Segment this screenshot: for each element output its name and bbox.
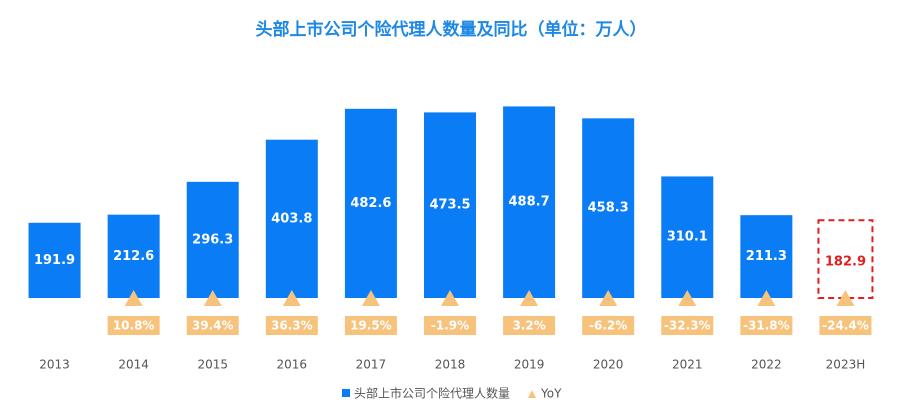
bar-value-label: 212.6 [113,249,154,264]
yoy-marker [203,290,222,306]
yoy-label-box [107,316,160,335]
x-tick-label: 2013 [39,358,70,372]
yoy-marker [520,290,539,306]
bar [186,181,239,298]
yoy-marker [441,290,459,306]
legend-swatch [342,389,350,397]
yoy-label: 19.5% [350,319,392,333]
yoy-label: -6.2% [589,319,627,333]
legend-label: 头部上市公司个险代理人数量 [354,386,510,401]
bar [344,108,397,298]
bar [740,215,793,298]
legend-label: YoY [540,387,562,401]
yoy-marker [757,290,776,306]
bar-value-label: 458.3 [588,201,629,216]
bar-value-label: 488.7 [509,195,550,210]
bar [424,112,476,298]
x-tick-label: 2015 [197,358,228,372]
bar [265,139,318,298]
yoy-marker [836,290,855,306]
legend-swatch [528,390,536,398]
yoy-label-box [819,316,872,335]
bar [28,222,81,298]
yoy-label: -32.3% [664,319,711,333]
bar [661,176,714,298]
yoy-label-box [582,316,635,335]
bar [582,118,635,298]
x-tick-label: 2020 [593,358,624,372]
yoy-label: 39.4% [192,319,234,333]
bar-value-label: 191.9 [34,253,75,268]
bar [503,106,556,299]
bar-value-label: 482.6 [350,196,391,211]
yoy-label: -1.9% [431,319,469,333]
x-tick-label: 2016 [277,358,308,372]
chart-title: 头部上市公司个险代理人数量及同比（单位：万人） [256,19,647,40]
yoy-marker [282,290,301,306]
yoy-label: 10.8% [113,319,155,333]
yoy-marker [678,290,697,306]
yoy-label: 36.3% [271,319,313,333]
bar-value-label: 310.1 [667,230,708,245]
bar [107,214,160,298]
yoy-label: -24.4% [822,319,869,333]
yoy-label-box [424,316,476,335]
x-tick-label: 2014 [118,358,149,372]
bar-value-label: 296.3 [192,232,233,247]
yoy-label-box [344,316,397,335]
bar-value-label: 182.9 [825,255,866,270]
x-tick-label: 2022 [751,358,782,372]
yoy-marker [599,290,618,306]
x-tick-label: 2023H [826,358,866,372]
yoy-label-box [265,316,318,335]
bar-value-label: 473.5 [429,198,470,213]
bar-value-label: 211.3 [746,249,787,264]
x-tick-label: 2017 [356,358,387,372]
yoy-marker [124,290,143,306]
yoy-label-box [503,316,556,335]
bar-value-label: 403.8 [271,211,312,226]
yoy-label-box [186,316,239,335]
yoy-marker [361,290,380,306]
x-tick-label: 2018 [435,358,466,372]
yoy-label: 3.2% [512,319,545,333]
yoy-label-box [661,316,714,335]
x-tick-label: 2019 [514,358,545,372]
bar [817,219,874,300]
yoy-label: -31.8% [743,319,790,333]
yoy-label-box [740,316,793,335]
x-tick-label: 2021 [672,358,703,372]
